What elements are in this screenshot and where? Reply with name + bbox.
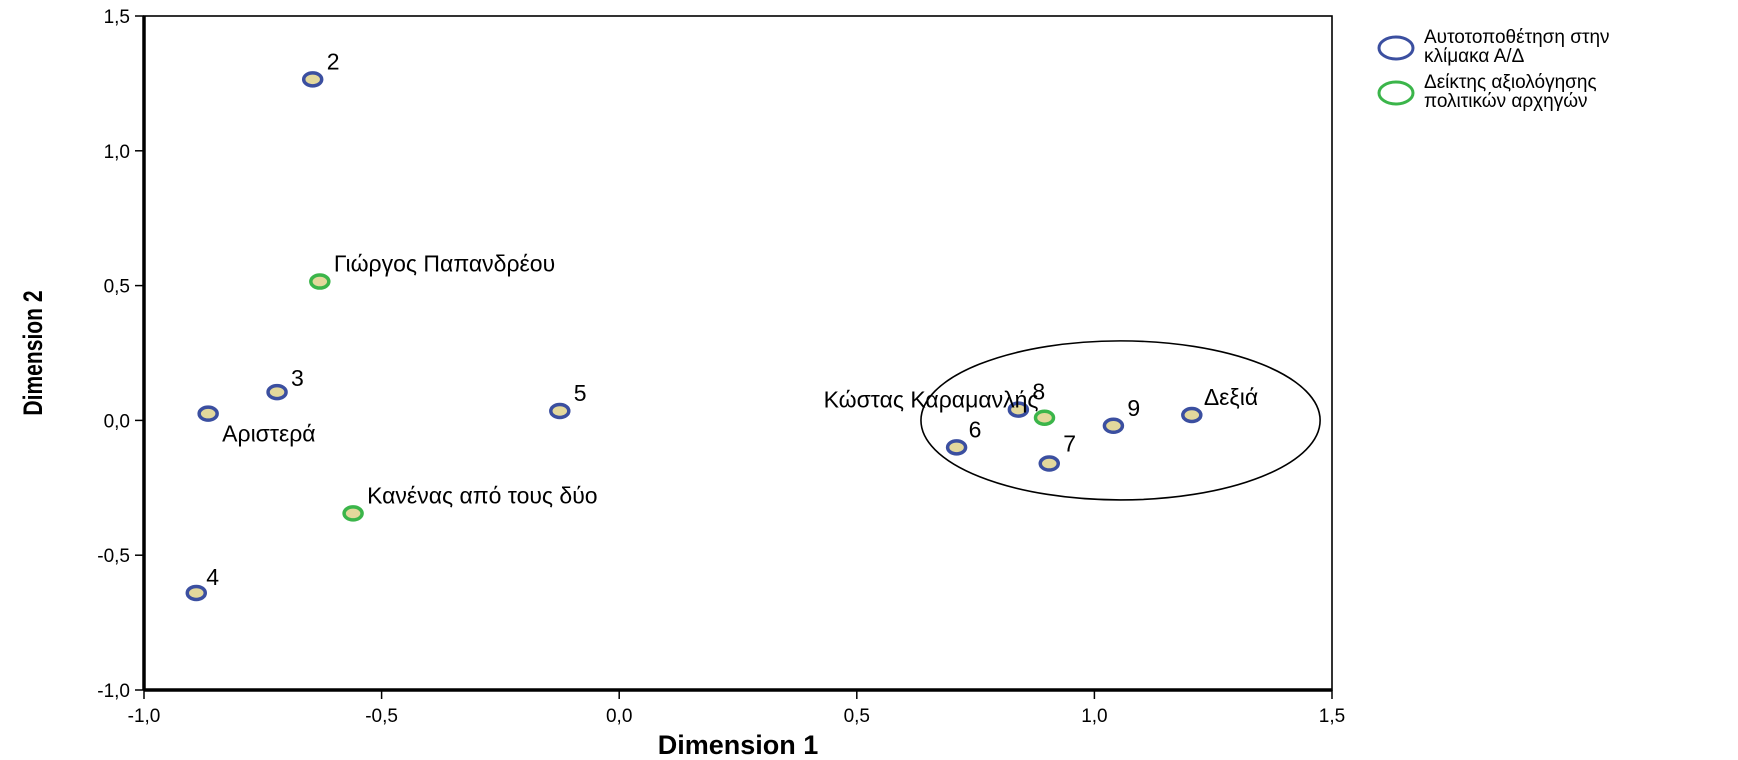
data-label: Αριστερά — [222, 421, 315, 447]
point-labels: 2 3 Αριστερά 5 4 8 6 7 9 Δεξιά Γιώργος Παπανδρέου Κ… — [206, 48, 1258, 590]
axes: -1,0 -0,5 0,0 0,5 1,0 1,5 -1,0 -0,5 0,0 0,5 1,0 1,5… — [19, 7, 1346, 760]
data-point — [197, 405, 219, 422]
x-tick-label: -0,5 — [365, 706, 398, 727]
data-label: 9 — [1127, 395, 1140, 421]
x-tick-label: -1,0 — [128, 706, 161, 727]
data-point — [945, 439, 968, 456]
data-label: 6 — [969, 416, 982, 442]
data-label: 8 — [1032, 379, 1045, 405]
data-point — [185, 584, 208, 602]
legend-label: κλίμακα Α/Δ — [1424, 46, 1525, 67]
y-tick-label: 0,5 — [104, 277, 130, 298]
data-points — [185, 71, 1203, 602]
x-tick-label: 1,5 — [1319, 706, 1345, 727]
data-point — [1007, 401, 1030, 418]
data-point — [266, 383, 288, 401]
data-label: Δεξιά — [1204, 384, 1258, 410]
data-label: 7 — [1063, 431, 1076, 457]
legend-marker — [1377, 80, 1415, 106]
plot-frame — [143, 15, 1333, 691]
legend-label: Δείκτης αξιολόγησης — [1424, 72, 1597, 93]
data-label: Κανένας από τους δύο — [367, 482, 598, 508]
data-point — [1181, 406, 1203, 424]
data-point — [1038, 455, 1061, 472]
data-point — [309, 273, 331, 290]
data-label: 4 — [206, 564, 219, 590]
data-point — [342, 505, 364, 522]
data-label: 2 — [327, 48, 340, 74]
y-axis-title: Dimension 2 — [19, 290, 49, 415]
highlight-ellipse — [920, 340, 1321, 501]
y-tick-label: -1,0 — [97, 681, 130, 702]
y-tick-label: 1,0 — [104, 142, 130, 163]
x-tick-label: 0,0 — [606, 706, 632, 727]
legend-label: Αυτοτοποθέτηση στην — [1424, 27, 1610, 48]
y-tick-label: -0,5 — [97, 546, 130, 567]
x-tick-label: 1,0 — [1081, 706, 1107, 727]
annotations — [920, 340, 1321, 501]
y-tick-label: 1,5 — [104, 7, 130, 28]
x-axis-title: Dimension 1 — [658, 730, 819, 755]
legend-label: πολιτικών αρχηγών — [1424, 91, 1588, 112]
data-point — [1033, 409, 1056, 426]
legend-marker — [1377, 35, 1415, 61]
data-point — [549, 402, 571, 420]
data-point — [301, 71, 324, 88]
data-label: Κώστας Καραμανλής — [824, 387, 1039, 413]
data-label: 3 — [291, 365, 304, 391]
data-label: 5 — [574, 380, 587, 406]
data-point — [1102, 417, 1125, 435]
data-label: Γιώργος Παπανδρέου — [334, 251, 555, 277]
x-tick-label: 0,5 — [844, 706, 870, 727]
y-tick-label: 0,0 — [104, 411, 130, 432]
